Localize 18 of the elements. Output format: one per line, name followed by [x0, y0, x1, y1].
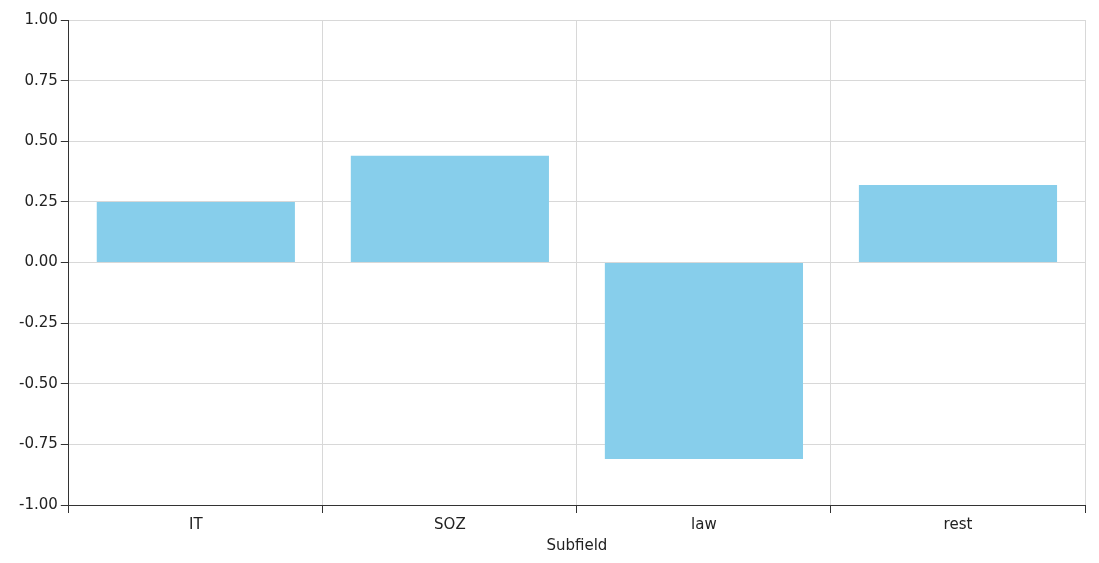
x-tick-label: law — [691, 514, 717, 533]
y-tick-label: -1.00 — [19, 494, 58, 513]
y-tick-label: 0.00 — [24, 252, 58, 271]
x-tick-label: rest — [943, 514, 973, 533]
y-tick-label: 0.75 — [24, 70, 58, 89]
x-tick-label: IT — [189, 514, 204, 533]
y-tick-label: -0.25 — [19, 313, 58, 332]
y-tick-label: 0.50 — [24, 131, 58, 150]
x-axis-title: Subfield — [546, 535, 608, 554]
y-tick-label: -0.50 — [19, 373, 58, 392]
y-tick-label: 0.25 — [24, 191, 58, 210]
y-tick-label: -0.75 — [19, 434, 58, 453]
bar — [350, 155, 549, 262]
y-tick-label: 1.00 — [24, 9, 58, 28]
bar — [604, 263, 804, 459]
bar — [858, 184, 1058, 262]
x-tick-label: SOZ — [434, 514, 466, 533]
bar — [96, 201, 295, 262]
